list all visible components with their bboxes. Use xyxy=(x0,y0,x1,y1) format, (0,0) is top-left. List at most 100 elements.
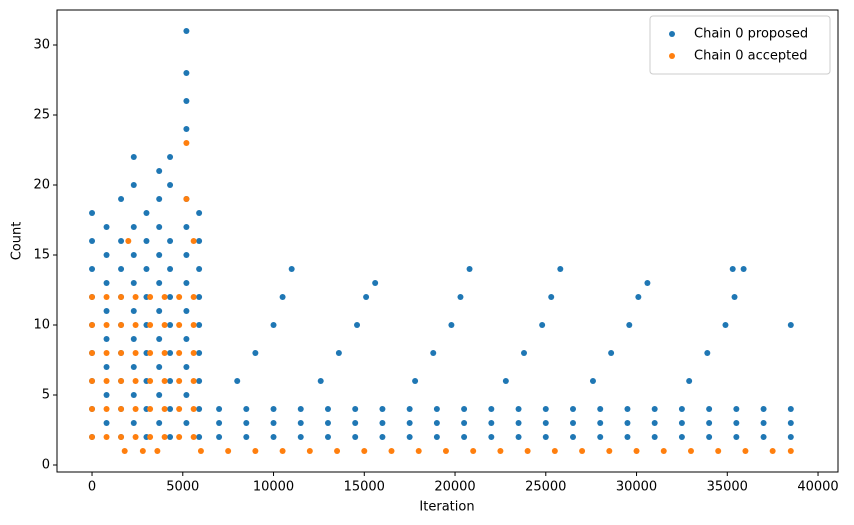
point xyxy=(442,448,449,454)
point xyxy=(118,378,125,384)
point xyxy=(216,406,223,412)
point xyxy=(130,364,137,370)
point xyxy=(379,406,386,412)
point xyxy=(167,294,174,300)
point xyxy=(190,238,197,244)
y-axis-label: Count xyxy=(10,222,25,261)
point xyxy=(132,350,139,356)
point xyxy=(488,406,495,412)
point xyxy=(196,378,203,384)
point xyxy=(317,378,324,384)
point xyxy=(461,406,468,412)
point xyxy=(270,406,277,412)
point xyxy=(706,420,713,426)
point xyxy=(89,350,96,356)
point xyxy=(352,420,359,426)
point xyxy=(196,294,203,300)
point xyxy=(118,434,125,440)
point xyxy=(678,420,685,426)
point xyxy=(722,322,729,328)
point xyxy=(89,294,96,300)
point xyxy=(433,420,440,426)
point xyxy=(103,392,110,398)
point xyxy=(89,266,96,272)
point xyxy=(406,434,413,440)
plot-area xyxy=(89,28,794,454)
y-tick-label: 30 xyxy=(33,38,50,53)
x-tick-label: 30000 xyxy=(616,480,657,495)
y-tick-label: 20 xyxy=(33,178,50,193)
point xyxy=(687,448,694,454)
point xyxy=(161,406,168,412)
point xyxy=(334,448,341,454)
point xyxy=(733,434,740,440)
point xyxy=(118,266,125,272)
point xyxy=(156,252,163,258)
point xyxy=(243,420,250,426)
point xyxy=(388,448,395,454)
point xyxy=(352,406,359,412)
point xyxy=(176,322,183,328)
point xyxy=(597,406,604,412)
point xyxy=(147,406,154,412)
legend-label: Chain 0 accepted xyxy=(694,49,808,64)
point xyxy=(132,322,139,328)
point xyxy=(103,378,110,384)
point xyxy=(190,294,197,300)
point xyxy=(551,448,558,454)
point xyxy=(161,294,168,300)
y-tick-label: 10 xyxy=(33,318,50,333)
point xyxy=(624,420,631,426)
point xyxy=(787,406,794,412)
point xyxy=(167,266,174,272)
point xyxy=(132,294,139,300)
point xyxy=(769,448,776,454)
point xyxy=(433,406,440,412)
point xyxy=(415,448,422,454)
point xyxy=(515,420,522,426)
point xyxy=(324,434,331,440)
point xyxy=(89,322,96,328)
point xyxy=(183,140,190,146)
point xyxy=(379,420,386,426)
y-tick-label: 15 xyxy=(33,248,50,263)
point xyxy=(196,210,203,216)
point xyxy=(406,420,413,426)
point xyxy=(624,406,631,412)
point xyxy=(103,322,110,328)
point xyxy=(731,294,738,300)
point xyxy=(270,322,277,328)
point xyxy=(570,420,577,426)
point xyxy=(130,308,137,314)
point xyxy=(89,210,96,216)
axes-frame xyxy=(56,9,839,473)
point xyxy=(760,420,767,426)
point xyxy=(130,392,137,398)
point xyxy=(130,280,137,286)
point xyxy=(704,350,711,356)
point xyxy=(706,406,713,412)
point xyxy=(156,196,163,202)
point xyxy=(363,294,370,300)
point xyxy=(297,406,304,412)
point xyxy=(470,448,477,454)
point xyxy=(196,434,203,440)
point xyxy=(132,434,139,440)
point xyxy=(167,238,174,244)
point xyxy=(515,406,522,412)
point xyxy=(161,434,168,440)
point xyxy=(167,434,174,440)
point xyxy=(225,448,232,454)
point xyxy=(234,378,241,384)
y-tick-label: 5 xyxy=(42,388,50,403)
x-tick-label: 40000 xyxy=(797,480,838,495)
y-tick-label: 25 xyxy=(33,108,50,123)
point xyxy=(130,154,137,160)
point xyxy=(103,252,110,258)
point xyxy=(570,434,577,440)
point xyxy=(103,406,110,412)
point xyxy=(130,252,137,258)
point xyxy=(433,434,440,440)
point xyxy=(608,350,615,356)
